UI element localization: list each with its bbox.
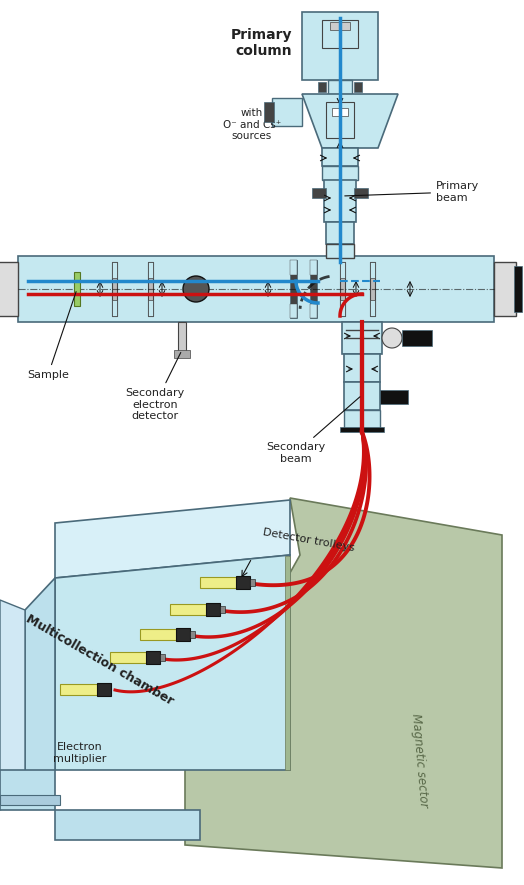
Polygon shape bbox=[326, 244, 354, 258]
Polygon shape bbox=[402, 330, 432, 346]
Polygon shape bbox=[146, 651, 160, 664]
Polygon shape bbox=[264, 102, 274, 122]
Polygon shape bbox=[326, 102, 354, 138]
Polygon shape bbox=[178, 322, 186, 352]
Polygon shape bbox=[302, 94, 398, 148]
Polygon shape bbox=[112, 300, 117, 316]
Polygon shape bbox=[354, 82, 362, 92]
Polygon shape bbox=[97, 683, 111, 696]
Polygon shape bbox=[290, 260, 297, 318]
Text: Primary
column: Primary column bbox=[231, 28, 292, 58]
Text: with
O⁻ and Cs⁺
sources: with O⁻ and Cs⁺ sources bbox=[223, 108, 281, 142]
Polygon shape bbox=[330, 22, 350, 30]
Polygon shape bbox=[340, 262, 345, 278]
Polygon shape bbox=[322, 148, 358, 166]
Polygon shape bbox=[112, 262, 117, 316]
Polygon shape bbox=[342, 322, 382, 354]
Polygon shape bbox=[318, 82, 326, 92]
Polygon shape bbox=[140, 629, 178, 640]
Polygon shape bbox=[148, 262, 153, 316]
Polygon shape bbox=[55, 555, 290, 770]
Polygon shape bbox=[322, 166, 358, 180]
Polygon shape bbox=[340, 427, 384, 432]
Polygon shape bbox=[326, 222, 354, 244]
Polygon shape bbox=[112, 262, 117, 278]
Polygon shape bbox=[0, 795, 60, 805]
Polygon shape bbox=[302, 12, 378, 80]
Polygon shape bbox=[176, 628, 190, 641]
Polygon shape bbox=[60, 684, 100, 695]
Polygon shape bbox=[174, 350, 190, 358]
Polygon shape bbox=[148, 262, 153, 278]
Polygon shape bbox=[206, 603, 220, 616]
Polygon shape bbox=[18, 256, 494, 322]
Polygon shape bbox=[380, 390, 408, 404]
Text: Secondary
beam: Secondary beam bbox=[266, 396, 360, 464]
Polygon shape bbox=[324, 180, 356, 222]
Polygon shape bbox=[370, 300, 375, 316]
Polygon shape bbox=[290, 260, 297, 274]
Circle shape bbox=[183, 276, 209, 302]
Polygon shape bbox=[185, 498, 502, 868]
Polygon shape bbox=[310, 304, 317, 318]
Polygon shape bbox=[370, 262, 375, 278]
Polygon shape bbox=[322, 20, 358, 48]
Polygon shape bbox=[310, 260, 317, 318]
Polygon shape bbox=[74, 272, 80, 306]
Polygon shape bbox=[344, 410, 380, 430]
Circle shape bbox=[382, 328, 402, 348]
Polygon shape bbox=[285, 556, 290, 770]
Polygon shape bbox=[148, 300, 153, 316]
Polygon shape bbox=[236, 576, 250, 589]
Polygon shape bbox=[354, 188, 368, 198]
Polygon shape bbox=[272, 98, 302, 126]
Polygon shape bbox=[160, 654, 165, 661]
Text: Primary
beam: Primary beam bbox=[345, 181, 479, 203]
Polygon shape bbox=[514, 266, 522, 312]
Polygon shape bbox=[340, 300, 345, 316]
Polygon shape bbox=[170, 604, 208, 615]
Polygon shape bbox=[0, 600, 25, 810]
Polygon shape bbox=[344, 354, 380, 382]
Text: Detector trolleys: Detector trolleys bbox=[262, 527, 355, 553]
Polygon shape bbox=[220, 606, 225, 613]
Polygon shape bbox=[340, 262, 345, 316]
Polygon shape bbox=[0, 770, 55, 810]
Text: Multicollection chamber: Multicollection chamber bbox=[24, 612, 176, 708]
Polygon shape bbox=[332, 108, 348, 116]
Polygon shape bbox=[310, 260, 317, 274]
Polygon shape bbox=[312, 188, 326, 198]
Polygon shape bbox=[290, 304, 297, 318]
Polygon shape bbox=[0, 262, 18, 316]
Text: Electron
multiplier: Electron multiplier bbox=[53, 742, 107, 764]
Polygon shape bbox=[55, 500, 290, 578]
Polygon shape bbox=[55, 810, 200, 840]
Polygon shape bbox=[25, 578, 55, 800]
Text: Sample: Sample bbox=[27, 292, 76, 380]
Polygon shape bbox=[344, 382, 380, 410]
Polygon shape bbox=[250, 579, 255, 586]
Polygon shape bbox=[328, 80, 352, 94]
Text: Secondary
electron
detector: Secondary electron detector bbox=[125, 352, 184, 421]
Text: Magnetic sector: Magnetic sector bbox=[409, 712, 431, 808]
Polygon shape bbox=[110, 652, 148, 663]
Polygon shape bbox=[370, 262, 375, 316]
Polygon shape bbox=[494, 262, 516, 316]
Polygon shape bbox=[200, 577, 238, 588]
Polygon shape bbox=[190, 631, 195, 638]
